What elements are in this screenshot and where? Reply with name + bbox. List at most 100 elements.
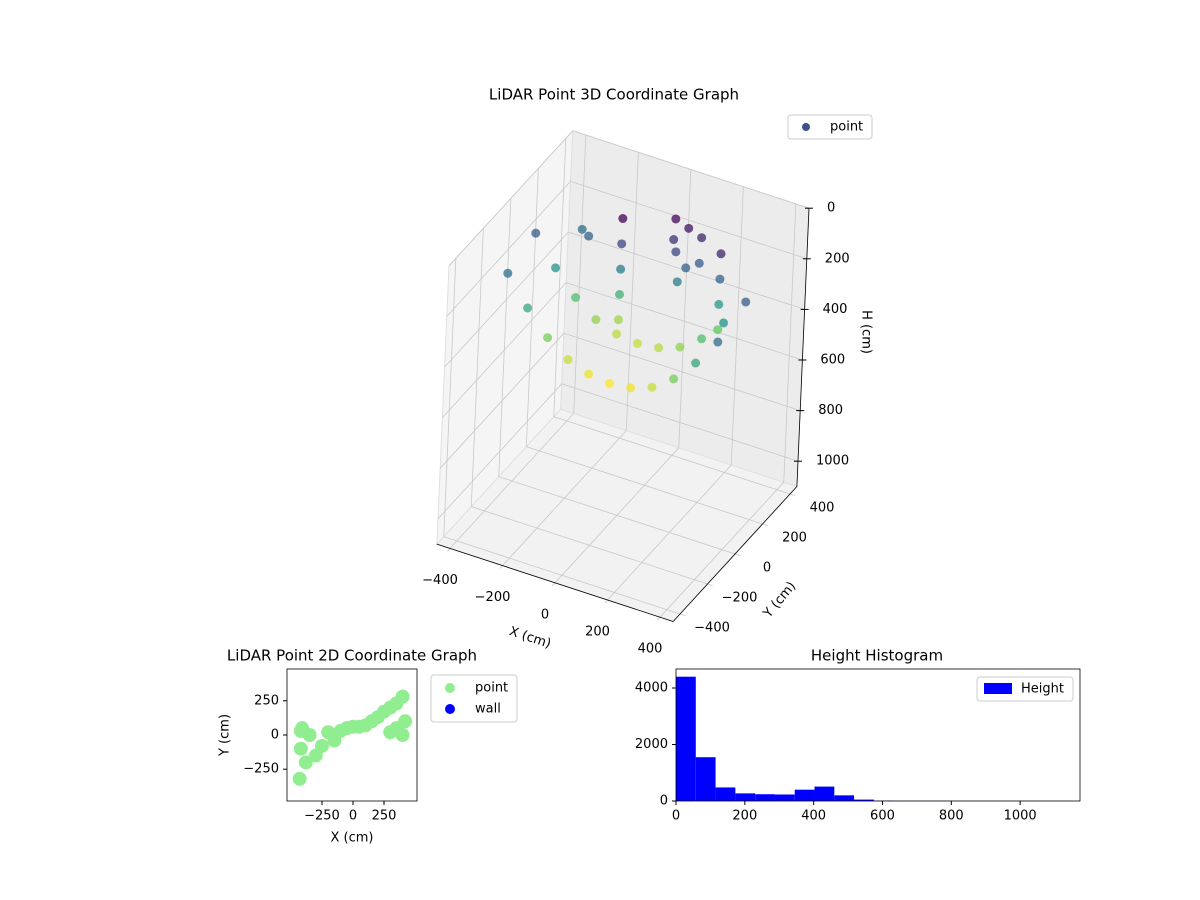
legend-label: point xyxy=(830,120,863,135)
point xyxy=(669,235,679,245)
point xyxy=(632,338,642,348)
x-tick-label: 1000 xyxy=(1004,809,1037,824)
point xyxy=(618,214,628,224)
point xyxy=(716,249,726,259)
legend-marker xyxy=(445,683,455,693)
point xyxy=(671,247,681,257)
legend-box xyxy=(787,114,873,140)
point xyxy=(605,379,615,389)
point xyxy=(543,333,553,343)
point xyxy=(298,755,313,770)
grid-line xyxy=(470,228,484,507)
bar xyxy=(676,676,696,801)
point xyxy=(654,343,664,353)
y-axis xyxy=(672,486,798,622)
z-tick-label: 400 xyxy=(823,302,848,317)
grid-line xyxy=(448,130,574,267)
y-tick-label: −400 xyxy=(694,621,730,636)
grid-line xyxy=(783,203,797,483)
x-tick-label: 400 xyxy=(801,809,826,824)
x-tick-label: 200 xyxy=(585,625,610,640)
grid-line xyxy=(525,168,539,447)
bar xyxy=(854,799,874,801)
point xyxy=(697,334,707,344)
x-tick-label: 600 xyxy=(870,809,895,824)
legend-marker xyxy=(802,123,810,131)
tick-mark xyxy=(789,493,796,497)
x-tick-label: −400 xyxy=(422,573,458,588)
point xyxy=(616,264,626,274)
x-axis-label: X (cm) xyxy=(507,624,553,652)
point xyxy=(617,239,627,249)
point xyxy=(681,263,691,273)
tick-mark xyxy=(499,565,503,569)
bar xyxy=(695,757,716,801)
point xyxy=(293,723,308,738)
grid-line xyxy=(443,536,681,615)
grid-line xyxy=(439,332,565,469)
bar xyxy=(755,794,775,801)
point xyxy=(672,277,682,287)
y-tick-label: −250 xyxy=(243,762,279,777)
point xyxy=(647,382,657,392)
grid-line xyxy=(446,181,571,317)
tick-mark xyxy=(656,616,661,621)
point xyxy=(523,303,533,313)
point xyxy=(563,355,573,365)
point xyxy=(697,233,707,243)
plot-frame xyxy=(675,668,1081,802)
point xyxy=(615,289,625,299)
point xyxy=(314,738,329,753)
point xyxy=(713,325,723,335)
grid-line xyxy=(553,416,791,495)
bar xyxy=(814,786,835,801)
grid-line xyxy=(561,383,799,462)
grid-line xyxy=(678,169,692,448)
y-axis-label: Y (cm) xyxy=(760,579,799,622)
point xyxy=(713,337,723,347)
point xyxy=(577,224,587,234)
bar xyxy=(735,793,756,801)
grid-line xyxy=(526,446,763,525)
bar xyxy=(794,789,815,801)
grid-line xyxy=(553,138,567,417)
x-tick-label: 0 xyxy=(672,809,680,824)
legend-marker xyxy=(984,683,1012,694)
bar xyxy=(834,795,855,801)
point xyxy=(613,315,623,325)
point xyxy=(715,274,725,284)
tick-mark xyxy=(604,599,608,604)
grid-line xyxy=(437,383,563,520)
chart-title: LiDAR Point 3D Coordinate Graph xyxy=(489,86,739,104)
point xyxy=(671,214,681,224)
x-tick-label: 800 xyxy=(939,809,964,824)
z-tick-label: 1000 xyxy=(816,454,849,469)
x-tick-label: 200 xyxy=(732,809,757,824)
grid-line xyxy=(498,198,512,477)
y-tick-label: 4000 xyxy=(635,681,668,696)
legend-label: point xyxy=(475,681,508,696)
y-tick-label: 250 xyxy=(254,693,279,708)
chart-title: Height Histogram xyxy=(811,647,943,665)
y-axis-label: Y (cm) xyxy=(218,714,233,757)
grid-line xyxy=(573,135,587,414)
point xyxy=(719,318,729,328)
grid-line xyxy=(442,282,567,418)
y-tick-label: 0 xyxy=(660,794,668,809)
tick-mark xyxy=(734,553,741,557)
grid-line xyxy=(444,231,569,368)
point xyxy=(691,358,701,368)
y-tick-label: 400 xyxy=(810,501,835,516)
grid-line xyxy=(572,130,810,209)
grid-line xyxy=(498,476,736,555)
grid-line xyxy=(566,282,803,361)
point xyxy=(584,369,594,379)
x-tick-label: 0 xyxy=(349,809,357,824)
point xyxy=(741,297,751,307)
point xyxy=(292,771,307,786)
x-tick-label: 400 xyxy=(638,642,663,657)
y-tick-label: 0 xyxy=(763,561,771,576)
point xyxy=(584,231,594,241)
z-tick-label: 600 xyxy=(820,353,845,368)
